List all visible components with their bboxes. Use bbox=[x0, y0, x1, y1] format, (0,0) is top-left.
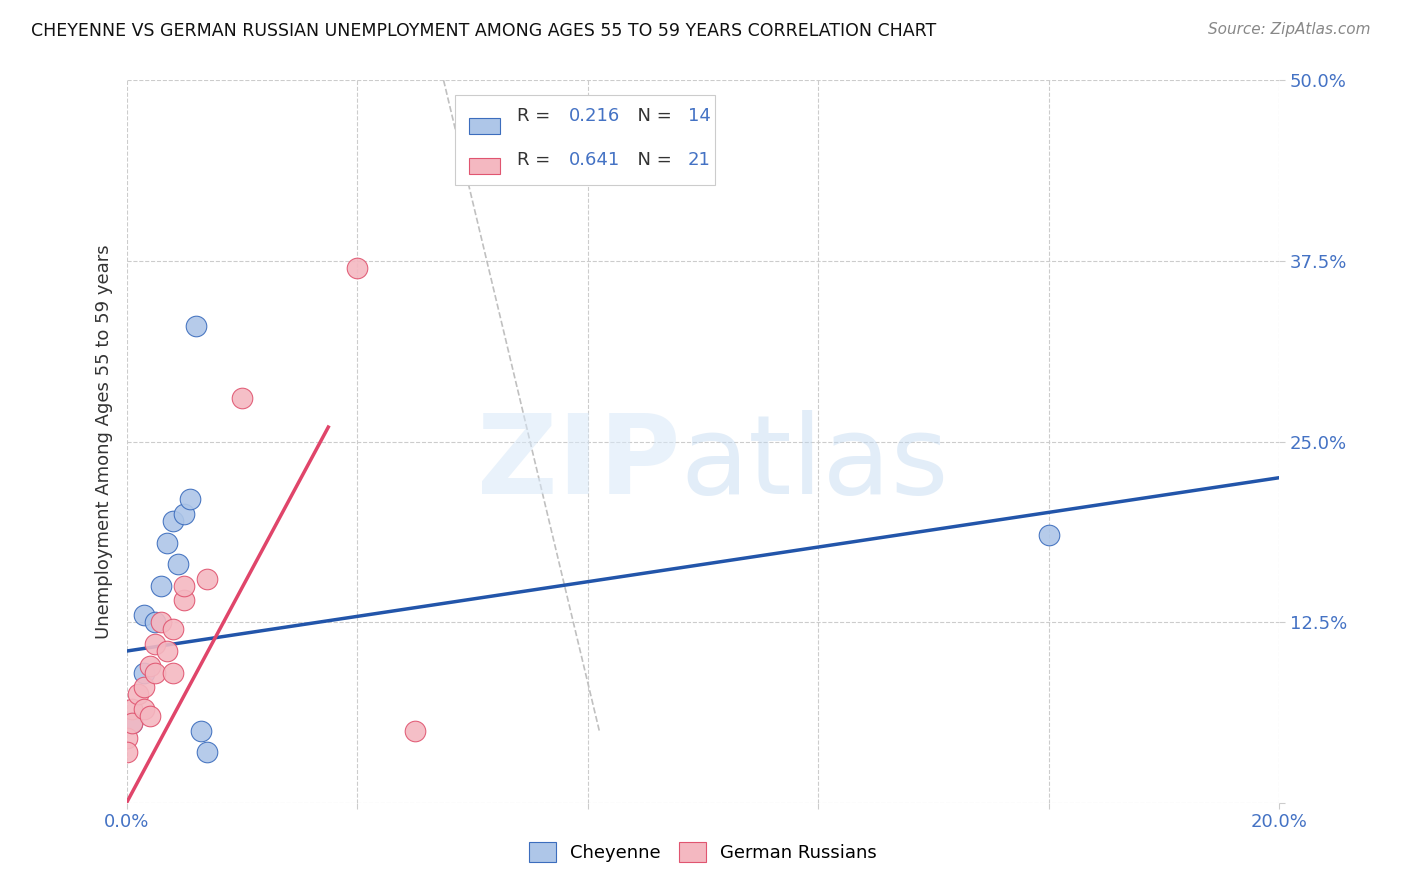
Point bbox=[179, 492, 201, 507]
Point bbox=[231, 391, 253, 405]
Point bbox=[1038, 528, 1060, 542]
Point bbox=[145, 615, 166, 630]
Point bbox=[121, 702, 143, 716]
Point bbox=[195, 572, 218, 586]
Point bbox=[121, 716, 143, 731]
Point bbox=[127, 687, 149, 701]
Point bbox=[190, 723, 212, 738]
Point bbox=[156, 535, 179, 549]
Point bbox=[115, 745, 138, 759]
Bar bbox=[470, 158, 499, 174]
FancyBboxPatch shape bbox=[456, 95, 714, 185]
Point bbox=[156, 644, 179, 658]
Point bbox=[162, 665, 184, 680]
Text: N =: N = bbox=[627, 106, 678, 125]
Point bbox=[150, 615, 173, 630]
Text: 21: 21 bbox=[688, 151, 710, 169]
Text: Source: ZipAtlas.com: Source: ZipAtlas.com bbox=[1208, 22, 1371, 37]
Point bbox=[132, 702, 155, 716]
Text: 14: 14 bbox=[688, 106, 710, 125]
Point bbox=[145, 665, 166, 680]
Text: 0.641: 0.641 bbox=[569, 151, 620, 169]
Text: CHEYENNE VS GERMAN RUSSIAN UNEMPLOYMENT AMONG AGES 55 TO 59 YEARS CORRELATION CH: CHEYENNE VS GERMAN RUSSIAN UNEMPLOYMENT … bbox=[31, 22, 936, 40]
Point bbox=[138, 658, 160, 673]
Point bbox=[173, 593, 195, 607]
Point bbox=[138, 709, 160, 723]
Point bbox=[145, 637, 166, 651]
Text: N =: N = bbox=[627, 151, 678, 169]
Point bbox=[346, 261, 368, 276]
Point bbox=[115, 731, 138, 745]
Bar bbox=[470, 118, 499, 135]
Point bbox=[132, 680, 155, 694]
Point bbox=[173, 507, 195, 521]
Text: ZIP: ZIP bbox=[477, 409, 681, 516]
Text: R =: R = bbox=[517, 106, 555, 125]
Text: atlas: atlas bbox=[681, 409, 949, 516]
Point bbox=[162, 514, 184, 528]
Point bbox=[173, 579, 195, 593]
Text: 0.216: 0.216 bbox=[569, 106, 620, 125]
Point bbox=[150, 579, 173, 593]
Legend: Cheyenne, German Russians: Cheyenne, German Russians bbox=[522, 834, 884, 870]
Point bbox=[121, 716, 143, 731]
Point bbox=[195, 745, 218, 759]
Point bbox=[167, 558, 190, 572]
Point bbox=[132, 607, 155, 622]
Text: R =: R = bbox=[517, 151, 555, 169]
Point bbox=[162, 623, 184, 637]
Point bbox=[404, 723, 426, 738]
Point bbox=[132, 665, 155, 680]
Point bbox=[184, 318, 207, 333]
Y-axis label: Unemployment Among Ages 55 to 59 years: Unemployment Among Ages 55 to 59 years bbox=[94, 244, 112, 639]
